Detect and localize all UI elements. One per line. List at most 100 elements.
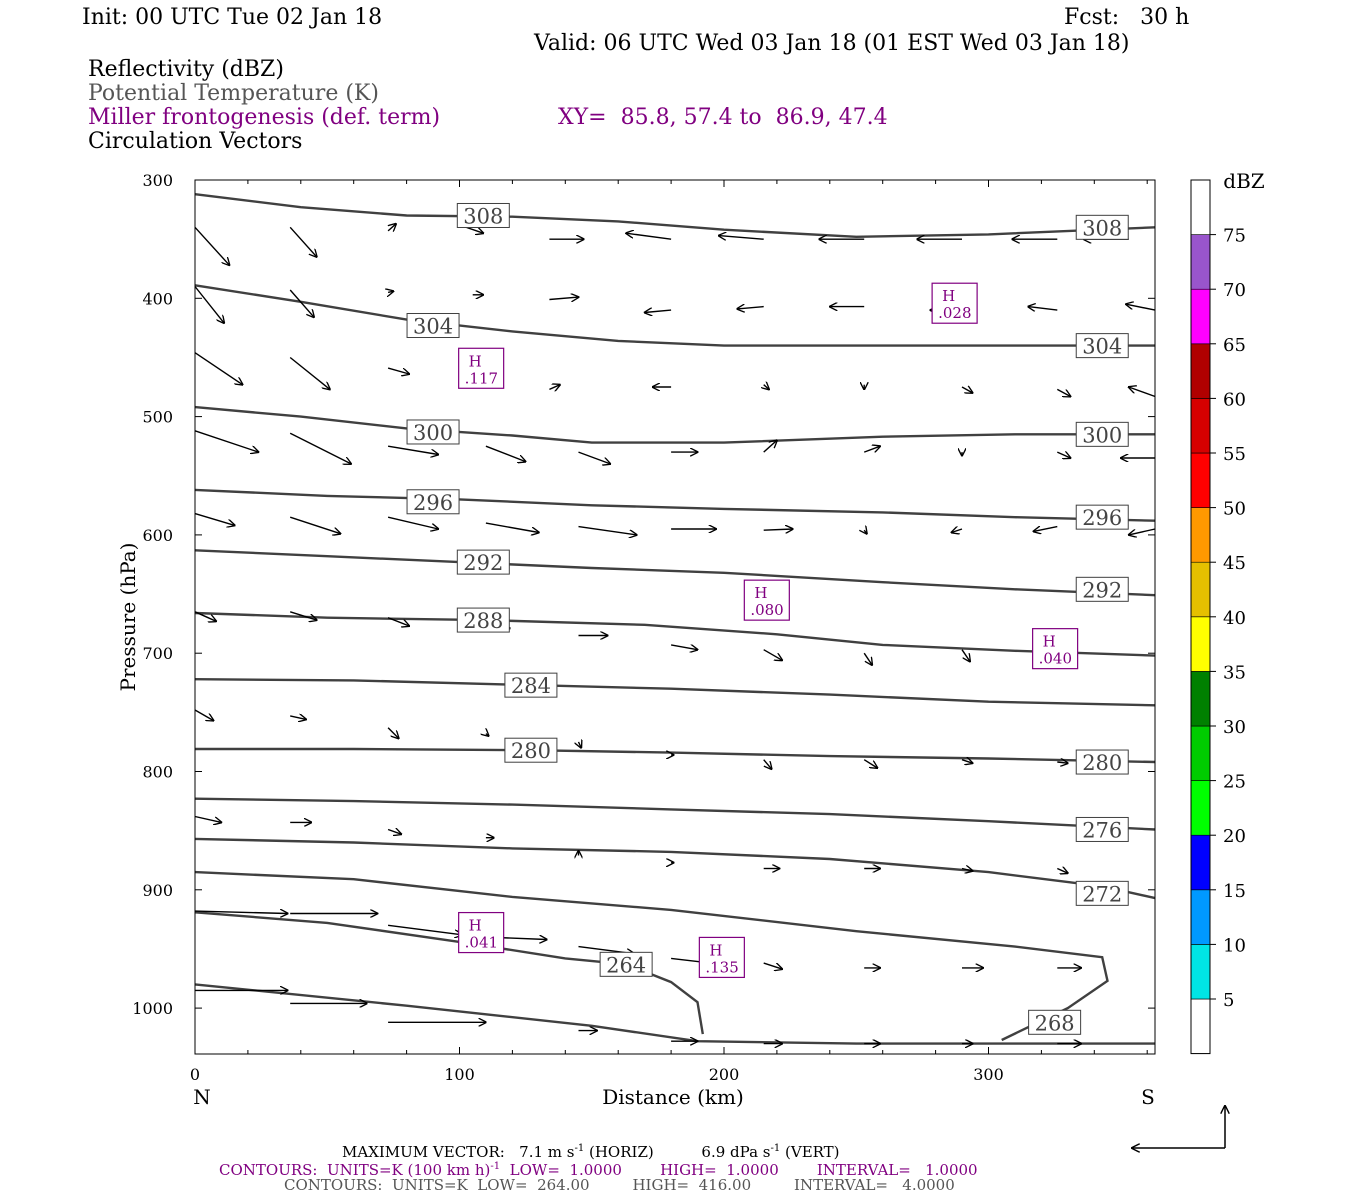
- frontogenesis-max-box: [458, 911, 505, 954]
- circulation-vector: [961, 387, 973, 393]
- circulation-vector: [1034, 527, 1058, 532]
- circulation-vector: [1129, 528, 1156, 535]
- y-tick-label: 300: [142, 171, 173, 190]
- colorbar-tick-label: 55: [1223, 444, 1246, 465]
- circulation-vector: [1057, 762, 1068, 763]
- y-tick-label: 700: [142, 644, 173, 663]
- isentrope-label: 304: [413, 315, 453, 339]
- frontogenesis-max-value: .135: [705, 958, 738, 976]
- field-reflectivity: Reflectivity (dBZ): [88, 57, 284, 82]
- colorbar-segment: [1190, 944, 1211, 1000]
- circulation-vector: [388, 224, 396, 231]
- circulation-vector: [387, 516, 438, 529]
- isentrope-label: 308: [463, 204, 503, 228]
- isentrope-label-box: [504, 672, 558, 698]
- isentrope-308: [194, 193, 1156, 239]
- colorbar-unit: dBZ: [1223, 169, 1265, 193]
- isentrope-label: 276: [1082, 818, 1122, 842]
- frontogenesis-max-box: [458, 347, 505, 389]
- isentrope-label: 280: [1082, 751, 1122, 775]
- circulation-vector: [1126, 304, 1156, 311]
- colorbar-segment: [1190, 234, 1211, 290]
- plot-frame: [194, 179, 1156, 1055]
- field-potential-temperature: Potential Temperature (K): [88, 81, 379, 106]
- isentrope-label-box: [504, 737, 558, 763]
- circulation-vector: [289, 226, 317, 257]
- colorbar-tick-label: 40: [1223, 608, 1246, 629]
- y-tick-label: 600: [142, 526, 173, 545]
- circulation-vector: [549, 297, 578, 299]
- circulation-vector: [194, 611, 216, 622]
- circulation-vector: [578, 451, 611, 464]
- circulation-vector: [194, 352, 243, 385]
- x-tick-label: 100: [444, 1065, 475, 1084]
- circulation-vector: [961, 760, 973, 764]
- isentrope-label-box: [406, 313, 460, 339]
- colorbar-tick-label: 50: [1223, 499, 1246, 520]
- circulation-vector: [194, 226, 229, 265]
- colorbar-tick-label: 60: [1223, 389, 1246, 410]
- circulation-vector: [388, 924, 462, 935]
- colorbar-tick-label: 30: [1223, 717, 1246, 738]
- isentrope-label-box: [1028, 1009, 1082, 1035]
- isentrope-284: [194, 678, 1156, 707]
- circulation-vector: [719, 236, 764, 240]
- circulation-vector: [764, 385, 769, 390]
- circulation-vector: [763, 440, 777, 453]
- frontogenesis-max-box: [931, 282, 978, 324]
- frontogenesis-max-value: .040: [1039, 650, 1072, 668]
- isentrope-label: 300: [413, 421, 453, 445]
- circulation-vector: [763, 649, 783, 661]
- circulation-vector: [387, 367, 409, 374]
- circulation-vector: [194, 286, 224, 324]
- circulation-vector: [289, 611, 317, 620]
- circulation-vector: [863, 652, 872, 665]
- circulation-vector: [194, 815, 221, 823]
- isentrope-label: 304: [1082, 335, 1122, 359]
- isentrope-label: 292: [463, 551, 503, 575]
- isentrope-304: [194, 284, 1156, 347]
- circulation-vector: [387, 445, 438, 454]
- y-tick-label: 1000: [132, 999, 173, 1018]
- isentrope-label-box: [406, 489, 460, 515]
- y-tick-label: 800: [142, 763, 173, 782]
- colorbar-tick-label: 70: [1223, 280, 1246, 301]
- circulation-vector: [387, 727, 399, 739]
- isentrope-label: 292: [1082, 578, 1122, 602]
- isentrope-label-box: [1075, 333, 1129, 359]
- circulation-vector: [194, 911, 288, 913]
- colorbar-segment: [1190, 179, 1211, 235]
- theta-contour-info: CONTOURS: UNITS=K LOW= 264.00 HIGH= 416.…: [284, 1176, 955, 1194]
- circulation-vector: [1057, 869, 1068, 874]
- colorbar-tick-label: 25: [1223, 772, 1246, 793]
- x-axis-title: Distance (km): [602, 1085, 744, 1109]
- isentrope-276: [194, 797, 1156, 831]
- cross-section-endpoints: XY= 85.8, 57.4 to 86.9, 47.4: [558, 105, 888, 130]
- colorbar-segment: [1190, 452, 1211, 508]
- isentrope-264: [194, 911, 704, 1035]
- colorbar-tick-label: 20: [1223, 826, 1246, 847]
- circulation-vector: [289, 432, 351, 464]
- colorbar-tick-label: 75: [1223, 226, 1246, 247]
- circulation-vector: [194, 709, 214, 721]
- circulation-vector: [737, 307, 764, 309]
- isentrope-label: 296: [413, 491, 453, 515]
- circulation-vector: [388, 291, 393, 292]
- isentrope-label-box: [599, 951, 653, 977]
- frontogenesis-max-box: [698, 936, 745, 979]
- circulation-vector: [952, 529, 963, 533]
- circulation-vector: [626, 233, 672, 240]
- colorbar-tick-label: 35: [1223, 662, 1246, 683]
- frontogenesis-contour-info: CONTOURS: UNITS=K (100 km h)-1 LOW= 1.00…: [219, 1161, 978, 1179]
- circulation-vector: [763, 759, 772, 769]
- colorbar-segment: [1190, 834, 1211, 891]
- circulation-vector: [549, 385, 560, 390]
- colorbar-tick-label: 45: [1223, 553, 1246, 574]
- reference-vector-icon: [1132, 1106, 1225, 1148]
- circulation-vector: [289, 356, 330, 390]
- y-tick-label: 500: [142, 408, 173, 427]
- y-axis-title: Pressure (hPa): [116, 543, 140, 692]
- isentrope-label-box: [1075, 816, 1129, 842]
- frontogenesis-max-label: H: [469, 352, 482, 370]
- x-tick-label: 0: [190, 1065, 200, 1084]
